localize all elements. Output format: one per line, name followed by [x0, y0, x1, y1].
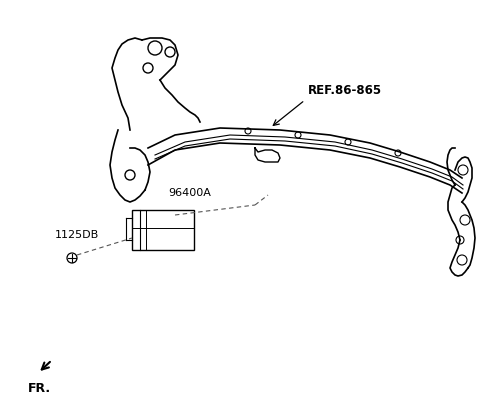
Text: 96400A: 96400A	[168, 188, 211, 198]
FancyBboxPatch shape	[132, 210, 194, 250]
Text: 1125DB: 1125DB	[55, 230, 99, 240]
Text: REF.86-865: REF.86-865	[308, 84, 382, 97]
Text: FR.: FR.	[28, 382, 51, 395]
